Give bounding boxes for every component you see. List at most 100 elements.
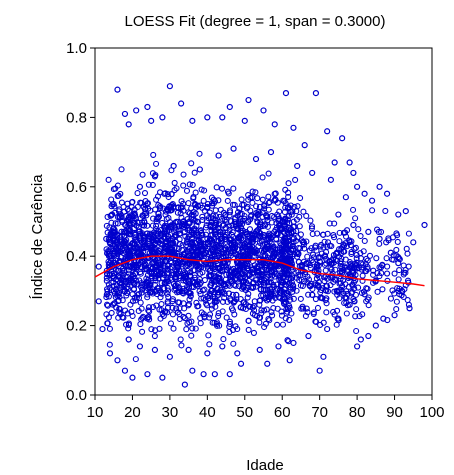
data-point [363, 268, 370, 275]
data-point [166, 203, 173, 210]
data-point [326, 220, 333, 227]
data-point [262, 287, 269, 294]
data-point [317, 321, 324, 328]
data-point [395, 276, 402, 283]
data-point [254, 280, 261, 287]
data-point [190, 216, 197, 223]
data-point [219, 298, 227, 305]
data-point [278, 245, 285, 252]
data-point [218, 239, 225, 246]
data-point [337, 258, 344, 265]
data-point [303, 212, 310, 219]
data-point [152, 270, 159, 277]
data-point [314, 261, 321, 268]
data-point [324, 288, 332, 295]
data-point [351, 298, 358, 305]
data-point [139, 314, 146, 322]
data-point [110, 245, 117, 252]
data-point [268, 219, 275, 226]
data-point [352, 313, 359, 320]
data-point [242, 259, 250, 267]
data-point [266, 266, 273, 273]
data-point [350, 169, 357, 177]
data-point [221, 216, 228, 224]
data-point [234, 209, 242, 216]
data-point [184, 226, 191, 233]
data-point [265, 233, 273, 240]
data-point [211, 198, 219, 205]
data-point [287, 209, 294, 216]
data-point [164, 284, 171, 291]
data-point [110, 300, 117, 307]
data-point [139, 286, 146, 293]
data-point [333, 287, 340, 294]
data-point [379, 286, 386, 293]
data-point [133, 107, 140, 114]
data-point [248, 284, 255, 291]
data-point [199, 287, 206, 294]
data-point [105, 262, 112, 269]
data-point [282, 315, 289, 322]
data-point [198, 295, 205, 302]
data-point [330, 308, 337, 316]
data-point [213, 213, 220, 220]
data-point [149, 222, 157, 229]
data-point [180, 251, 187, 258]
data-point [175, 204, 182, 211]
data-point [246, 226, 253, 233]
data-point [144, 294, 151, 301]
data-point [308, 225, 315, 232]
data-point [133, 222, 140, 229]
data-point [229, 272, 236, 279]
data-point [384, 263, 391, 270]
data-point [222, 224, 229, 231]
data-point [169, 239, 176, 247]
data-point [226, 103, 233, 111]
data-point [297, 295, 304, 302]
data-point [115, 214, 122, 221]
data-point [122, 307, 129, 314]
data-point [304, 279, 311, 286]
data-point [372, 278, 379, 285]
data-point [270, 304, 277, 312]
data-point [247, 194, 254, 201]
data-point [343, 310, 350, 317]
data-point [192, 239, 199, 247]
data-point [257, 219, 264, 226]
data-point [317, 254, 324, 261]
data-point [266, 230, 273, 237]
data-point [286, 302, 293, 309]
loess-curve [94, 255, 425, 287]
data-point [125, 336, 132, 343]
data-point [323, 309, 330, 316]
data-point [263, 270, 270, 277]
data-point [241, 212, 248, 220]
data-point [121, 110, 129, 118]
data-point [106, 325, 113, 332]
data-point [162, 247, 169, 255]
data-point [266, 317, 273, 324]
data-point [210, 272, 217, 279]
data-point [231, 311, 238, 318]
data-point [171, 187, 178, 194]
data-point [393, 306, 400, 313]
data-point [182, 278, 189, 285]
data-point [279, 321, 287, 328]
data-point [226, 223, 233, 230]
data-point [321, 238, 328, 245]
data-point [165, 293, 172, 300]
data-point [159, 254, 166, 261]
data-point [120, 271, 127, 278]
data-point [346, 239, 353, 246]
data-point [277, 231, 284, 238]
data-point [290, 295, 297, 302]
data-point [259, 174, 266, 181]
data-point [231, 219, 238, 226]
data-point [127, 227, 134, 234]
x-tick-label: 70 [311, 404, 328, 421]
data-point [161, 280, 168, 287]
data-point [241, 117, 248, 124]
data-point [264, 360, 271, 367]
data-point [221, 294, 228, 301]
data-point [398, 292, 405, 299]
